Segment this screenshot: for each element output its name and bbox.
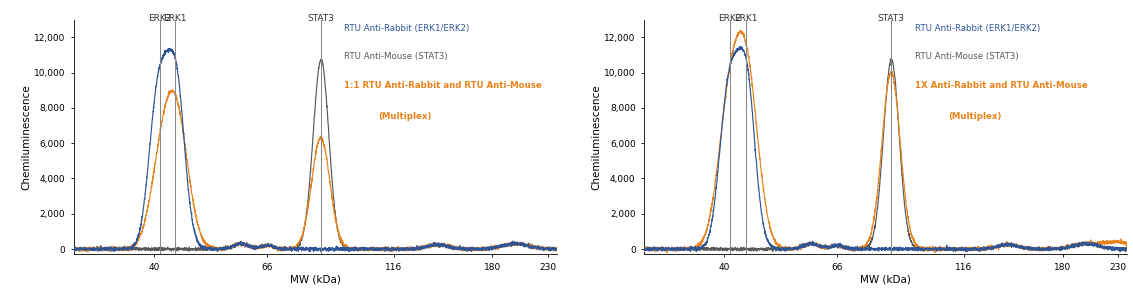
Text: RTU Anti-Mouse (STAT3): RTU Anti-Mouse (STAT3) (344, 52, 448, 61)
Text: RTU Anti-Mouse (STAT3): RTU Anti-Mouse (STAT3) (914, 52, 1019, 61)
Text: 1:1 RTU Anti-Rabbit and RTU Anti-Mouse: 1:1 RTU Anti-Rabbit and RTU Anti-Mouse (344, 81, 542, 90)
Text: RTU Anti-Rabbit (ERK1/ERK2): RTU Anti-Rabbit (ERK1/ERK2) (344, 24, 469, 33)
Y-axis label: Chemiluminescence: Chemiluminescence (22, 84, 31, 190)
Text: ERK1: ERK1 (734, 14, 757, 23)
Text: (Multiplex): (Multiplex) (378, 112, 432, 121)
Y-axis label: Chemiluminescence: Chemiluminescence (591, 84, 602, 190)
Text: STAT3: STAT3 (307, 14, 334, 23)
Text: 1X Anti-Rabbit and RTU Anti-Mouse: 1X Anti-Rabbit and RTU Anti-Mouse (914, 81, 1088, 90)
Text: ERK2: ERK2 (148, 14, 171, 23)
Text: (Multiplex): (Multiplex) (948, 112, 1002, 121)
Text: ERK2: ERK2 (718, 14, 742, 23)
Text: STAT3: STAT3 (878, 14, 904, 23)
Text: ERK1: ERK1 (163, 14, 187, 23)
X-axis label: MW (kDa): MW (kDa) (290, 275, 341, 284)
X-axis label: MW (kDa): MW (kDa) (860, 275, 911, 284)
Text: RTU Anti-Rabbit (ERK1/ERK2): RTU Anti-Rabbit (ERK1/ERK2) (914, 24, 1040, 33)
